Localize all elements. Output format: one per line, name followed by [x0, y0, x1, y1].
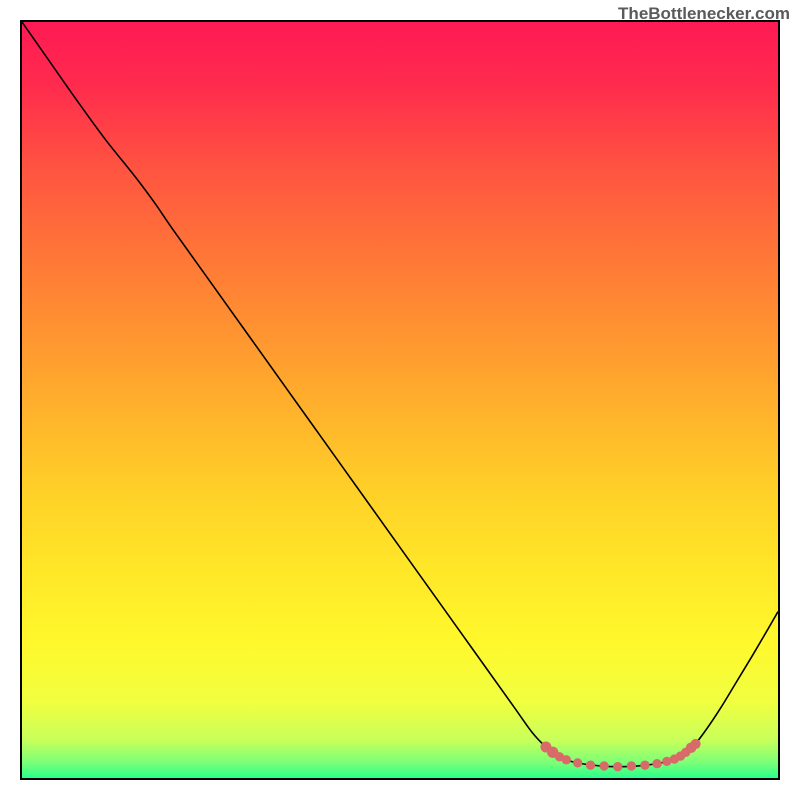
marker-dot	[614, 762, 622, 770]
plot-area	[20, 20, 780, 780]
marker-dot	[573, 759, 581, 767]
marker-dot	[653, 759, 661, 767]
marker-dot	[586, 761, 594, 769]
chart-container: TheBottlenecker.com	[0, 0, 800, 800]
plot-svg	[22, 22, 778, 778]
marker-dot	[627, 762, 635, 770]
marker-dot	[600, 762, 608, 770]
gradient-background	[22, 22, 778, 778]
marker-dot	[641, 761, 649, 769]
marker-dot	[663, 757, 671, 765]
marker-dot	[691, 739, 700, 748]
marker-dot	[562, 756, 570, 764]
watermark-text: TheBottlenecker.com	[618, 4, 790, 24]
